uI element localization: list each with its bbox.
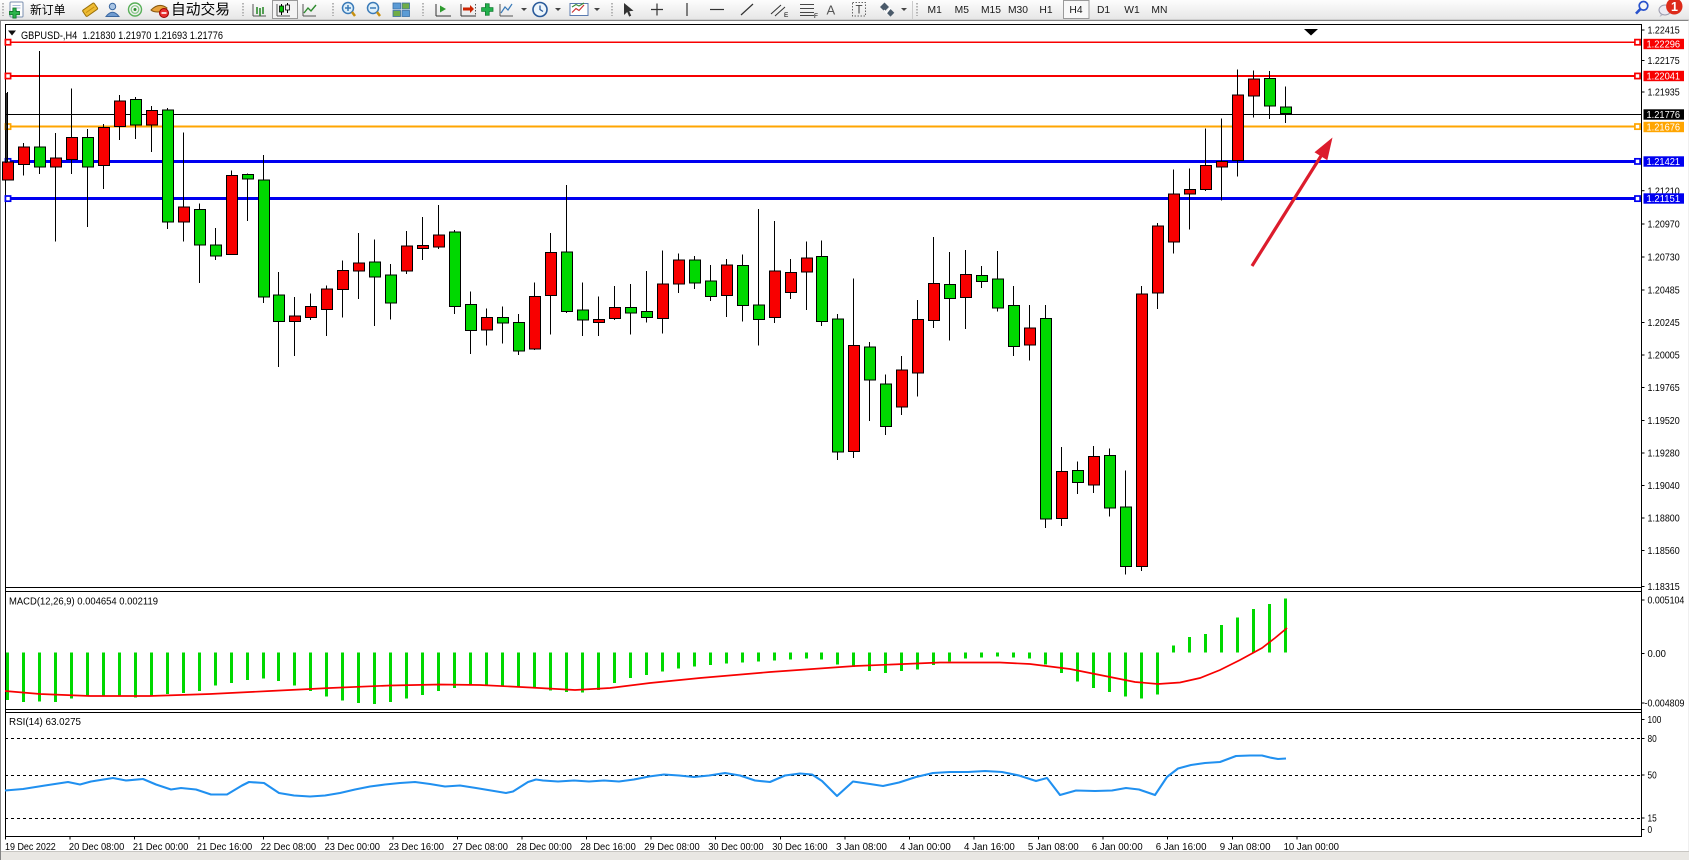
svg-text:E: E bbox=[784, 12, 789, 19]
svg-text:4 Jan 16:00: 4 Jan 16:00 bbox=[964, 842, 1015, 853]
svg-text:1.22415: 1.22415 bbox=[1648, 26, 1680, 37]
svg-text:19 Dec 2022: 19 Dec 2022 bbox=[5, 842, 56, 853]
svg-text:30 Dec 00:00: 30 Dec 00:00 bbox=[708, 842, 764, 853]
svg-text:H1: H1 bbox=[1039, 5, 1052, 16]
svg-text:50: 50 bbox=[1648, 771, 1657, 782]
svg-text:21 Dec 16:00: 21 Dec 16:00 bbox=[197, 842, 253, 853]
svg-text:GBPUSD-,H4 1.21830 1.21970 1.: GBPUSD-,H4 1.21830 1.21970 1.21693 1.217… bbox=[21, 30, 223, 42]
svg-text:1.22175: 1.22175 bbox=[1648, 56, 1680, 67]
svg-text:0: 0 bbox=[1648, 825, 1653, 836]
svg-text:1.19280: 1.19280 bbox=[1648, 449, 1680, 460]
svg-text:28 Dec 16:00: 28 Dec 16:00 bbox=[580, 842, 636, 853]
svg-text:M15: M15 bbox=[981, 5, 1001, 16]
svg-text:MACD(12,26,9) 0.004654 0.00211: MACD(12,26,9) 0.004654 0.002119 bbox=[9, 596, 158, 608]
svg-text:1.20730: 1.20730 bbox=[1648, 253, 1680, 264]
svg-text:30 Dec 16:00: 30 Dec 16:00 bbox=[772, 842, 828, 853]
svg-text:100: 100 bbox=[1648, 715, 1662, 726]
svg-text:1.18800: 1.18800 bbox=[1648, 514, 1680, 525]
svg-text:1.22041: 1.22041 bbox=[1647, 72, 1681, 83]
svg-text:1.20970: 1.20970 bbox=[1648, 220, 1680, 231]
svg-text:4 Jan 00:00: 4 Jan 00:00 bbox=[900, 842, 951, 853]
svg-text:21 Dec 00:00: 21 Dec 00:00 bbox=[133, 842, 189, 853]
svg-text:23 Dec 00:00: 23 Dec 00:00 bbox=[325, 842, 381, 853]
svg-text:1.21421: 1.21421 bbox=[1647, 157, 1681, 168]
svg-text:W1: W1 bbox=[1124, 5, 1140, 16]
svg-text:H4: H4 bbox=[1069, 5, 1082, 16]
svg-text:5 Jan 08:00: 5 Jan 08:00 bbox=[1028, 842, 1079, 853]
svg-text:1.21210: 1.21210 bbox=[1648, 186, 1680, 197]
svg-text:RSI(14) 63.0275: RSI(14) 63.0275 bbox=[9, 716, 81, 728]
svg-text:T: T bbox=[856, 5, 863, 17]
svg-text:0.00: 0.00 bbox=[1648, 649, 1667, 660]
svg-text:1: 1 bbox=[1671, 0, 1678, 14]
svg-text:D1: D1 bbox=[1097, 5, 1110, 16]
svg-text:F: F bbox=[814, 13, 818, 20]
svg-text:1.18315: 1.18315 bbox=[1648, 582, 1680, 593]
svg-text:1.19520: 1.19520 bbox=[1648, 416, 1680, 427]
svg-text:A: A bbox=[827, 3, 836, 18]
svg-text:1.21676: 1.21676 bbox=[1647, 123, 1681, 134]
svg-text:-0.004809: -0.004809 bbox=[1645, 699, 1685, 710]
svg-text:M5: M5 bbox=[955, 5, 970, 16]
svg-text:1.22296: 1.22296 bbox=[1647, 40, 1681, 51]
svg-text:M1: M1 bbox=[928, 5, 943, 16]
svg-text:23 Dec 16:00: 23 Dec 16:00 bbox=[389, 842, 445, 853]
svg-text:29 Dec 08:00: 29 Dec 08:00 bbox=[644, 842, 700, 853]
svg-text:自动交易: 自动交易 bbox=[171, 1, 230, 19]
svg-text:1.20245: 1.20245 bbox=[1648, 318, 1680, 329]
svg-text:M30: M30 bbox=[1008, 5, 1028, 16]
svg-text:6 Jan 16:00: 6 Jan 16:00 bbox=[1156, 842, 1207, 853]
svg-text:MN: MN bbox=[1151, 5, 1167, 16]
svg-text:28 Dec 00:00: 28 Dec 00:00 bbox=[516, 842, 572, 853]
svg-text:0.005104: 0.005104 bbox=[1648, 596, 1685, 607]
svg-text:1.21151: 1.21151 bbox=[1647, 194, 1681, 205]
svg-text:新订单: 新订单 bbox=[30, 3, 66, 17]
svg-text:9 Jan 08:00: 9 Jan 08:00 bbox=[1220, 842, 1271, 853]
svg-text:22 Dec 08:00: 22 Dec 08:00 bbox=[261, 842, 317, 853]
svg-text:1.19765: 1.19765 bbox=[1648, 383, 1680, 394]
svg-text:10 Jan 00:00: 10 Jan 00:00 bbox=[1284, 842, 1340, 853]
svg-text:3 Jan 08:00: 3 Jan 08:00 bbox=[836, 842, 887, 853]
svg-text:1.21935: 1.21935 bbox=[1648, 88, 1680, 99]
svg-text:20 Dec 08:00: 20 Dec 08:00 bbox=[69, 842, 125, 853]
svg-text:15: 15 bbox=[1648, 814, 1657, 825]
svg-text:1.18560: 1.18560 bbox=[1648, 546, 1680, 557]
svg-text:80: 80 bbox=[1648, 734, 1657, 745]
svg-text:27 Dec 08:00: 27 Dec 08:00 bbox=[453, 842, 509, 853]
svg-text:1.20485: 1.20485 bbox=[1648, 286, 1680, 297]
svg-text:1.20005: 1.20005 bbox=[1648, 351, 1680, 362]
svg-text:1.19040: 1.19040 bbox=[1648, 481, 1680, 492]
svg-text:1.21776: 1.21776 bbox=[1647, 110, 1681, 121]
svg-text:6 Jan 00:00: 6 Jan 00:00 bbox=[1092, 842, 1143, 853]
